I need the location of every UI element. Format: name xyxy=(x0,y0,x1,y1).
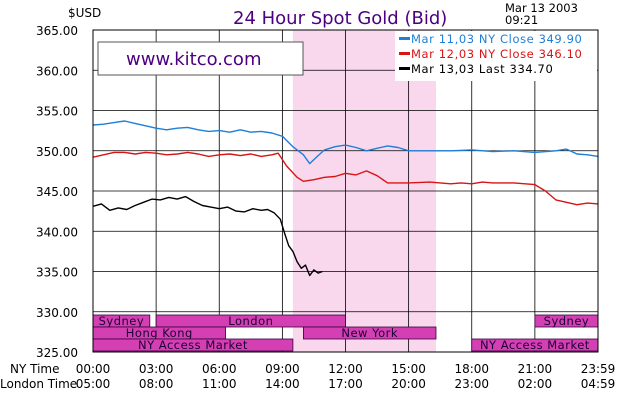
legend-box xyxy=(395,31,597,81)
market-label: Sydney xyxy=(544,314,590,328)
legend-entry: Mar 12,03 NY Close 346.10 xyxy=(411,47,582,61)
x-tick-label-ny: 21:00 xyxy=(518,362,553,376)
y-tick-label: 325.00 xyxy=(36,346,78,360)
x-tick-label-ny: 12:00 xyxy=(328,362,363,376)
y-axis-ticks: 365.00 360.00 355.00 350.00 345.00 340.00 335.… xyxy=(36,24,78,360)
chart-time: 09:21 xyxy=(505,13,538,27)
legend-swatch xyxy=(399,37,410,40)
y-tick-label: 335.00 xyxy=(36,266,78,280)
x-tick-label-london: 23:00 xyxy=(454,377,489,391)
london-time-label: London Time xyxy=(0,377,77,391)
series-lines xyxy=(92,120,599,277)
market-bar xyxy=(303,326,437,340)
market-label: Sydney xyxy=(99,314,145,328)
x-tick-label-london: 05:00 xyxy=(76,377,111,391)
x-tick-label-london: 20:00 xyxy=(391,377,426,391)
x-axis-ticks: 00:00 03:00 06:00 09:00 12:00 15:00 18:00 21:00… xyxy=(76,362,616,391)
y-tick-label: 355.00 xyxy=(36,105,78,119)
x-tick-label-ny: 23:59 xyxy=(581,362,616,376)
x-tick-label-ny: 00:00 xyxy=(76,362,111,376)
y-tick-label: 365.00 xyxy=(36,24,78,38)
market-label: London xyxy=(228,314,273,328)
x-tick-label-london: 17:00 xyxy=(328,377,363,391)
series-line-1 xyxy=(92,120,599,165)
currency-label: $USD xyxy=(68,6,101,20)
chart-title: 24 Hour Spot Gold (Bid) xyxy=(233,8,447,29)
market-label: NY Access Market xyxy=(138,338,248,352)
legend-entry: Mar 13,03 Last 334.70 xyxy=(411,62,553,76)
x-tick-label-ny: 03:00 xyxy=(139,362,174,376)
legend-swatch xyxy=(399,52,410,55)
market-label: NY Access Market xyxy=(480,338,590,352)
watermark-box xyxy=(97,41,304,76)
x-tick-label-london: 11:00 xyxy=(202,377,237,391)
watermark-url: www.kitco.com xyxy=(126,49,261,70)
y-tick-label: 350.00 xyxy=(36,145,78,159)
legend-swatch xyxy=(399,67,410,70)
series-line-2 xyxy=(92,151,599,206)
market-bar xyxy=(155,314,346,328)
x-tick-label-london: 14:00 xyxy=(265,377,300,391)
plot-border xyxy=(92,29,599,353)
x-tick-label-ny: 06:00 xyxy=(202,362,237,376)
y-tick-label: 345.00 xyxy=(36,185,78,199)
chart-date: Mar 13 2003 xyxy=(505,1,578,15)
y-tick-label: 360.00 xyxy=(36,64,78,78)
market-label: New York xyxy=(341,326,398,340)
legend-entry: Mar 11,03 NY Close 349.90 xyxy=(411,32,582,46)
market-label: Hong Kong xyxy=(126,326,193,340)
x-tick-label-london: 08:00 xyxy=(139,377,174,391)
x-tick-label-ny: 15:00 xyxy=(391,362,426,376)
x-tick-label-london: 02:00 xyxy=(518,377,553,391)
x-tick-label-london: 04:59 xyxy=(581,377,616,391)
series-line-3 xyxy=(92,195,323,277)
y-tick-label: 330.00 xyxy=(36,306,78,320)
x-tick-label-ny: 09:00 xyxy=(265,362,300,376)
y-tick-label: 340.00 xyxy=(36,225,78,239)
x-tick-label-ny: 18:00 xyxy=(454,362,489,376)
ny-time-label: NY Time xyxy=(10,362,60,376)
